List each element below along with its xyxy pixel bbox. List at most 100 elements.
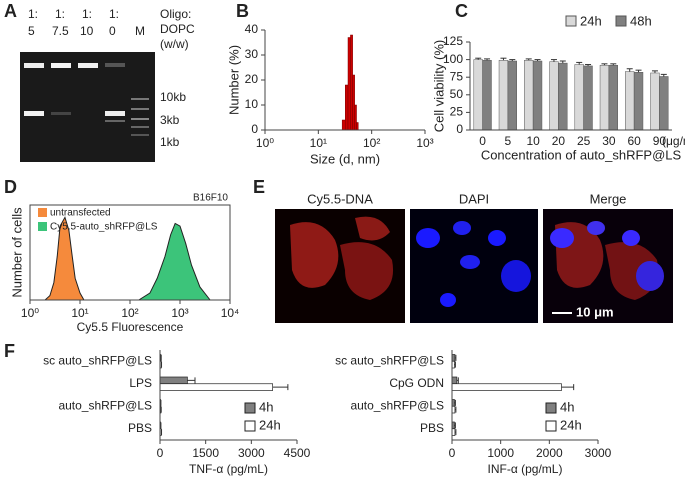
bar <box>345 84 349 131</box>
legend-label: 24h <box>560 417 582 432</box>
x-tick-label: 25 <box>577 134 591 148</box>
y-axis-label: Cell viability (%) <box>431 40 446 132</box>
legend-swatch <box>244 402 256 414</box>
y-tick-label: 0 <box>251 122 258 136</box>
panel-label: C <box>455 1 468 21</box>
lane-label: 10 <box>80 24 94 38</box>
bar <box>574 64 584 131</box>
bar <box>356 122 359 131</box>
x-axis-label: INF-α (pg/mL) <box>488 462 563 476</box>
bar <box>341 119 346 131</box>
y-tick-label: PBS <box>128 421 152 435</box>
x-axis-label: Concentration of auto_shRFP@LS <box>481 147 682 162</box>
micrograph <box>410 209 538 323</box>
marker-label: 10kb <box>160 90 186 104</box>
x-tick-label: 0 <box>449 446 456 460</box>
x-tick-label: 10 <box>526 134 540 148</box>
bar <box>451 383 562 391</box>
y-tick-label: 0 <box>456 122 463 136</box>
y-tick-label: auto_shRFP@LS <box>58 398 152 412</box>
legend-label: 48h <box>630 13 652 28</box>
x-tick-label: 10¹ <box>310 136 327 150</box>
legend-swatch <box>565 15 577 27</box>
y-tick-label: CpG ODN <box>389 376 444 390</box>
bar <box>549 61 559 131</box>
bar <box>507 60 517 131</box>
legend-label: 4h <box>560 399 574 414</box>
lane-label: 1: <box>28 7 38 21</box>
panel-label: E <box>253 177 265 197</box>
lane-label: 1: <box>55 7 65 21</box>
bar <box>451 376 458 385</box>
panel-label: A <box>4 1 17 21</box>
y-tick-label: 20 <box>245 72 259 86</box>
y-tick-label: sc auto_shRFP@LS <box>43 353 152 367</box>
x-tick-label: 30 <box>602 134 616 148</box>
lane-label: 5 <box>28 24 35 38</box>
bar <box>159 376 188 385</box>
x-tick-label: 10³ <box>171 306 188 320</box>
bar <box>347 37 351 131</box>
y-tick-label: 10 <box>245 97 259 111</box>
x-tick-label: 90 <box>653 134 667 148</box>
y-tick-label: PBS <box>420 421 444 435</box>
x-tick-label: 10⁴ <box>221 306 240 320</box>
x-tick-label: 10⁰ <box>21 306 39 320</box>
x-tick-label: 3000 <box>238 446 265 460</box>
micrograph <box>275 209 405 323</box>
x-axis-label: TNF-α (pg/mL) <box>189 462 268 476</box>
lane-label: 1: <box>109 7 119 21</box>
legend-swatch <box>38 208 47 217</box>
gel <box>20 52 155 162</box>
legend-swatch <box>244 420 256 432</box>
bar <box>159 383 273 391</box>
bar <box>659 76 669 131</box>
bar <box>599 64 610 131</box>
legend-swatch <box>545 402 557 414</box>
y-tick-label: 125 <box>443 34 463 48</box>
lane-label: 0 <box>109 24 116 38</box>
bar <box>558 62 568 131</box>
image-title: DAPI <box>459 191 489 206</box>
legend-label: Cy5.5-auto_shRFP@LS <box>50 222 158 233</box>
marker-label: 1kb <box>160 135 180 149</box>
lane-label: 1: <box>82 7 92 21</box>
bar <box>633 72 644 131</box>
bar <box>583 65 593 131</box>
bar <box>524 60 534 131</box>
bar <box>354 104 357 131</box>
bar <box>625 71 635 131</box>
y-tick-label: 40 <box>245 22 259 36</box>
bar <box>482 60 492 131</box>
bar <box>532 60 543 131</box>
legend-swatch <box>38 222 47 231</box>
y-tick-label: LPS <box>129 376 152 390</box>
legend-label: 24h <box>259 417 281 432</box>
chart-title: B16F10 <box>193 193 228 204</box>
x-axis-label: Size (d, nm) <box>310 151 380 166</box>
x-tick-label: 1500 <box>192 446 219 460</box>
x-unit: (μg/mL) <box>662 134 685 148</box>
legend-swatch <box>615 15 627 27</box>
y-axis-label: Number of cells <box>9 207 24 298</box>
x-tick-label: 20 <box>552 134 566 148</box>
x-axis-label: Cy5.5 Fluorescence <box>77 320 184 334</box>
ratio-label: DOPC <box>160 22 195 36</box>
y-tick-label: auto_shRFP@LS <box>350 398 444 412</box>
area <box>138 222 211 301</box>
y-tick-label: 75 <box>450 69 464 83</box>
micrograph <box>543 209 673 323</box>
scale-bar-label: 10 μm <box>576 304 614 319</box>
panel-label: F <box>4 341 15 361</box>
ratio-label: (w/w) <box>160 37 189 51</box>
legend-swatch <box>545 420 557 432</box>
x-tick-label: 3000 <box>585 446 612 460</box>
image-title: Merge <box>590 191 627 206</box>
legend-label: 24h <box>580 13 602 28</box>
y-tick-label: 50 <box>450 87 464 101</box>
ratio-label: Oligo: <box>160 7 191 21</box>
x-tick-label: 10³ <box>416 136 433 150</box>
x-tick-label: 10¹ <box>71 306 88 320</box>
x-tick-label: 0 <box>479 134 486 148</box>
